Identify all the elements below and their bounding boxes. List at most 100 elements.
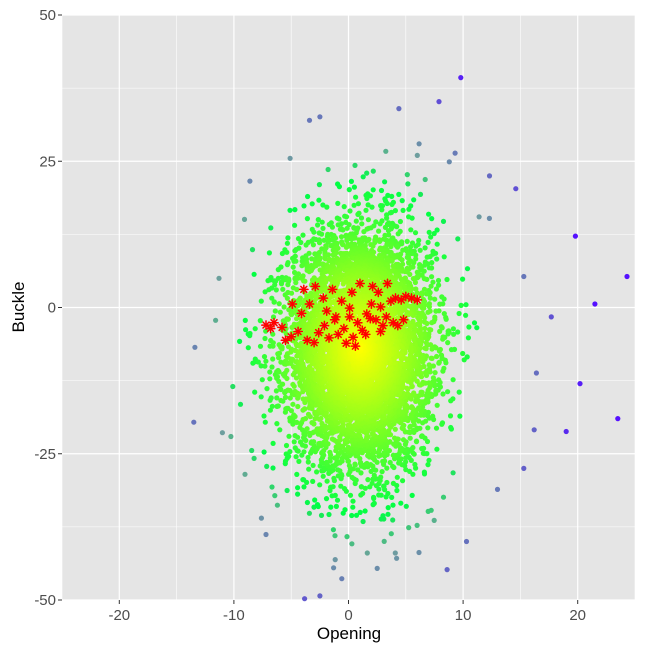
data-point bbox=[314, 469, 320, 475]
data-point bbox=[378, 187, 385, 194]
data-point bbox=[340, 242, 346, 248]
data-point bbox=[430, 279, 436, 285]
data-point bbox=[267, 376, 273, 382]
data-point bbox=[237, 338, 243, 344]
data-point bbox=[426, 229, 432, 235]
data-point bbox=[378, 203, 384, 209]
data-point bbox=[347, 208, 353, 214]
data-point bbox=[295, 236, 302, 242]
data-point bbox=[455, 236, 461, 242]
data-point bbox=[351, 184, 357, 190]
data-point bbox=[424, 254, 430, 260]
data-point bbox=[355, 201, 361, 207]
data-point bbox=[315, 222, 321, 228]
data-point bbox=[272, 493, 278, 499]
data-point bbox=[276, 378, 282, 384]
data-point bbox=[192, 344, 198, 350]
data-point bbox=[414, 321, 420, 327]
data-point bbox=[396, 191, 402, 197]
data-point bbox=[309, 367, 315, 373]
data-point bbox=[346, 187, 352, 193]
data-point bbox=[307, 414, 313, 420]
data-point bbox=[343, 244, 349, 250]
data-point bbox=[319, 246, 325, 252]
data-point bbox=[369, 480, 375, 486]
data-point bbox=[247, 330, 253, 337]
data-point bbox=[403, 467, 409, 473]
data-point bbox=[412, 461, 418, 468]
data-point bbox=[251, 271, 257, 277]
data-point bbox=[305, 454, 311, 461]
data-point bbox=[283, 331, 289, 337]
data-point bbox=[373, 219, 379, 225]
data-point bbox=[412, 279, 418, 286]
data-point bbox=[429, 274, 435, 280]
data-point bbox=[382, 224, 388, 230]
data-point bbox=[287, 395, 293, 401]
data-point bbox=[270, 331, 276, 337]
data-point bbox=[277, 427, 283, 433]
data-point bbox=[452, 150, 458, 156]
data-point bbox=[293, 258, 299, 264]
data-point bbox=[356, 240, 363, 246]
data-point bbox=[406, 214, 412, 220]
data-point bbox=[263, 328, 269, 334]
data-point bbox=[445, 331, 451, 337]
data-point bbox=[316, 182, 322, 188]
data-point bbox=[430, 363, 436, 369]
data-point bbox=[340, 281, 346, 287]
data-point bbox=[294, 419, 300, 425]
data-point bbox=[258, 363, 264, 369]
data-point bbox=[436, 382, 442, 388]
data-point bbox=[389, 201, 395, 207]
data-point bbox=[380, 513, 386, 519]
data-point bbox=[438, 324, 444, 330]
data-point bbox=[456, 310, 462, 317]
data-point bbox=[294, 471, 300, 477]
data-point bbox=[305, 193, 311, 200]
data-point bbox=[425, 239, 431, 245]
data-point bbox=[287, 207, 293, 213]
data-point bbox=[390, 463, 396, 469]
data-point bbox=[306, 250, 312, 256]
data-point bbox=[385, 490, 391, 497]
data-point bbox=[280, 398, 286, 404]
data-point bbox=[450, 377, 456, 383]
data-point bbox=[353, 194, 359, 200]
data-point bbox=[284, 487, 290, 494]
data-point bbox=[269, 484, 275, 490]
data-point bbox=[433, 425, 440, 431]
data-point bbox=[395, 231, 401, 237]
data-point bbox=[340, 227, 346, 233]
data-point bbox=[295, 403, 301, 410]
data-point bbox=[335, 245, 341, 251]
data-point bbox=[379, 469, 385, 475]
data-point bbox=[423, 393, 430, 399]
data-point bbox=[276, 355, 282, 361]
data-point bbox=[325, 252, 332, 258]
data-point bbox=[271, 299, 277, 305]
data-point bbox=[377, 238, 383, 244]
data-point bbox=[486, 173, 493, 179]
data-point bbox=[521, 273, 527, 280]
data-point bbox=[365, 217, 371, 223]
data-point bbox=[302, 596, 308, 602]
data-point bbox=[317, 114, 323, 120]
data-point bbox=[392, 426, 398, 432]
data-point bbox=[364, 460, 370, 467]
data-point bbox=[339, 576, 345, 582]
data-point bbox=[431, 517, 437, 524]
data-point bbox=[257, 318, 263, 324]
data-point bbox=[284, 262, 290, 268]
data-point bbox=[370, 168, 376, 174]
data-point bbox=[304, 426, 310, 432]
data-point bbox=[408, 227, 414, 233]
data-point bbox=[367, 193, 373, 199]
data-point bbox=[320, 350, 326, 356]
data-point bbox=[327, 290, 333, 296]
data-point bbox=[291, 383, 297, 389]
data-point bbox=[422, 176, 428, 183]
grid-major bbox=[62, 14, 635, 601]
data-point bbox=[297, 335, 303, 341]
data-point bbox=[434, 353, 440, 360]
